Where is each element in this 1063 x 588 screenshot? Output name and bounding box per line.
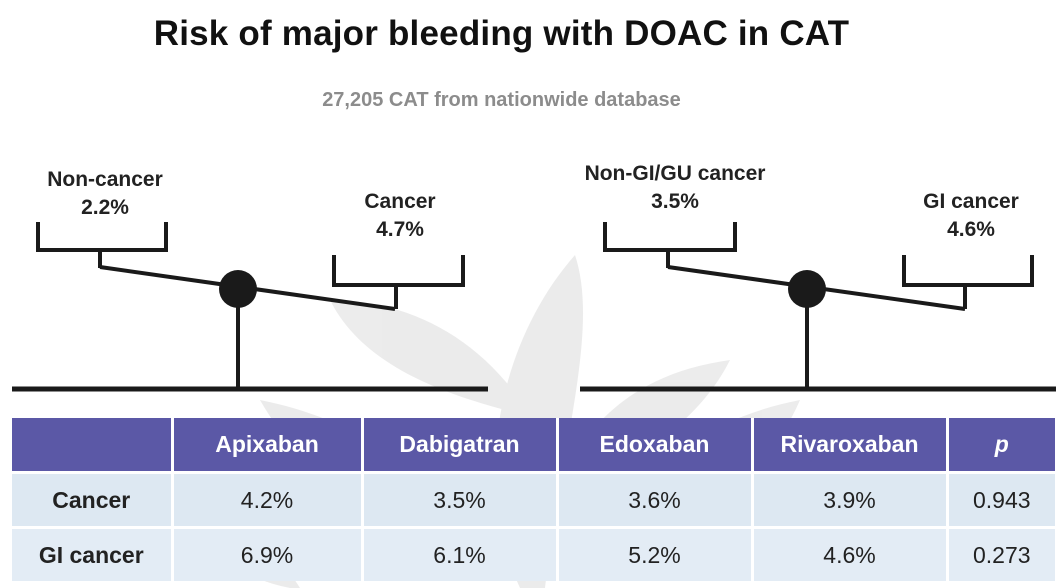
table-header-apixaban: Apixaban: [170, 418, 362, 473]
row-label: GI cancer: [12, 526, 172, 581]
scale1-right-value: 4.7%: [376, 218, 424, 241]
scale1-right-pan: [332, 255, 465, 309]
scale2-right-value: 4.6%: [947, 218, 995, 241]
table-header-corner: [12, 418, 172, 473]
watermark-leaf: [330, 300, 520, 410]
table-cell: 6.1%: [360, 526, 557, 581]
table-cell: 6.9%: [170, 526, 362, 581]
scale2-right-name: GI cancer: [923, 190, 1019, 213]
table-cell: 3.9%: [750, 471, 947, 528]
table-header-dabigatran: Dabigatran: [360, 418, 557, 473]
scale1-right-label: Cancer 4.7%: [340, 188, 460, 244]
table-cell: 4.6%: [750, 526, 947, 581]
scale2-right-label: GI cancer 4.6%: [906, 188, 1036, 244]
balance-scales: [12, 222, 1056, 392]
table-cell: 3.5%: [360, 471, 557, 528]
scale2-pivot: [788, 270, 826, 308]
bleeding-rate-table: Apixaban Dabigatran Edoxaban Rivaroxaban…: [12, 418, 1055, 581]
scale2-left-label: Non-GI/GU cancer 3.5%: [568, 160, 782, 216]
table-cell: 5.2%: [555, 526, 752, 581]
table-cell: 4.2%: [170, 471, 362, 528]
scale2-left-value: 3.5%: [651, 190, 699, 213]
table-row: GI cancer 6.9% 6.1% 5.2% 4.6% 0.273: [12, 526, 1055, 581]
table-cell: 0.273: [945, 526, 1055, 581]
scale1-left-name: Non-cancer: [47, 168, 163, 191]
table-header-row: Apixaban Dabigatran Edoxaban Rivaroxaban…: [12, 418, 1055, 473]
table-row: Cancer 4.2% 3.5% 3.6% 3.9% 0.943: [12, 471, 1055, 528]
scale2-left-pan: [603, 222, 737, 268]
table-header-p-value: p: [945, 418, 1055, 473]
scale1-pivot: [219, 270, 257, 308]
scale1-right-name: Cancer: [364, 190, 436, 213]
scale2-left-name: Non-GI/GU cancer: [584, 162, 766, 185]
table-cell: 3.6%: [555, 471, 752, 528]
page-subtitle: 27,205 CAT from nationwide database: [322, 89, 681, 111]
table-header-edoxaban: Edoxaban: [555, 418, 752, 473]
scale1-left-value: 2.2%: [81, 196, 129, 219]
table-header-rivaroxaban: Rivaroxaban: [750, 418, 947, 473]
table-cell: 0.943: [945, 471, 1055, 528]
scale2-right-pan: [902, 255, 1034, 309]
row-label: Cancer: [12, 471, 172, 528]
scale1-left-pan: [36, 222, 168, 268]
scale1-left-label: Non-cancer 2.2%: [30, 166, 180, 222]
page-title: Risk of major bleeding with DOAC in CAT: [153, 14, 850, 53]
